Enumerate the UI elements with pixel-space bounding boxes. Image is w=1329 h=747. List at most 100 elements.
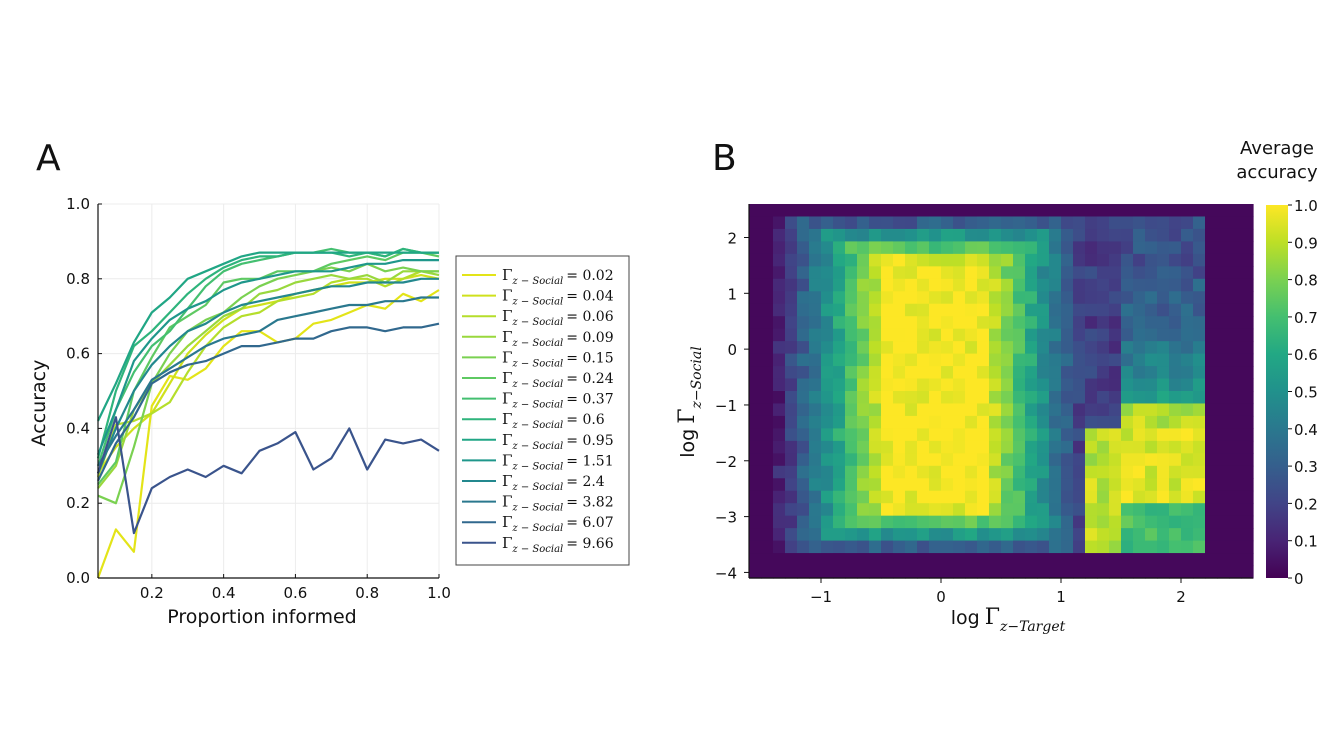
heatmap-cell xyxy=(905,465,918,479)
y-tick-label: 1.0 xyxy=(66,195,90,213)
heatmap-cell xyxy=(1193,403,1206,417)
heatmap-cell xyxy=(893,378,906,392)
heatmap-cell xyxy=(1073,216,1086,230)
heatmap-cell xyxy=(1001,540,1014,554)
heatmap-cell xyxy=(761,478,774,492)
heatmap-cell xyxy=(989,428,1002,442)
heatmap-cell xyxy=(977,303,990,317)
heatmap-cell xyxy=(1025,515,1038,529)
heatmap-cell xyxy=(869,391,882,405)
heatmap-cell xyxy=(929,253,942,267)
heatmap-cell xyxy=(1049,453,1062,467)
heatmap-cell xyxy=(893,515,906,529)
heatmap-cell xyxy=(1229,253,1242,267)
heatmap-cell xyxy=(965,241,978,255)
heatmap-cell xyxy=(749,565,762,579)
heatmap-cell xyxy=(917,366,930,380)
heatmap-cell xyxy=(1073,241,1086,255)
heatmap-y-tick-label: −3 xyxy=(715,509,737,527)
heatmap-cell xyxy=(929,553,942,567)
heatmap-cell xyxy=(989,415,1002,429)
y-tick-label: 0.0 xyxy=(66,569,90,587)
heatmap-cell xyxy=(953,415,966,429)
heatmap-cell xyxy=(1061,540,1074,554)
heatmap-cell xyxy=(1157,565,1170,579)
heatmap-cell xyxy=(845,216,858,230)
heatmap-cell xyxy=(797,328,810,342)
heatmap-cell xyxy=(785,353,798,367)
heatmap-cell xyxy=(977,328,990,342)
heatmap-cell xyxy=(1133,540,1146,554)
heatmap-cell xyxy=(1037,540,1050,554)
heatmap-cell xyxy=(773,291,786,305)
colorbar-tick-label: 0.7 xyxy=(1294,309,1318,327)
heatmap-cell xyxy=(1217,465,1230,479)
heatmap-cell xyxy=(953,241,966,255)
heatmap-cell xyxy=(1157,553,1170,567)
heatmap-cell xyxy=(1121,341,1134,355)
heatmap-cell xyxy=(953,428,966,442)
heatmap-cell xyxy=(761,316,774,330)
heatmap-cell xyxy=(773,540,786,554)
heatmap-cell xyxy=(833,353,846,367)
heatmap-cell xyxy=(845,391,858,405)
heatmap-cell xyxy=(881,241,894,255)
heatmap-cell xyxy=(1241,490,1254,504)
heatmap-cell xyxy=(1097,478,1110,492)
heatmap-cell xyxy=(1133,291,1146,305)
heatmap-cell xyxy=(773,253,786,267)
heatmap-cell xyxy=(1073,565,1086,579)
y-axis-subscript: z−Social xyxy=(689,346,705,409)
heatmap-cell xyxy=(1181,204,1194,218)
heatmap-cell xyxy=(1193,341,1206,355)
heatmap-cell xyxy=(797,303,810,317)
heatmap-cell xyxy=(881,291,894,305)
heatmap-cell xyxy=(929,228,942,242)
heatmap-cell xyxy=(773,490,786,504)
heatmap-cell xyxy=(1157,291,1170,305)
colorbar-gradient xyxy=(1266,205,1288,578)
heatmap-cell xyxy=(797,204,810,218)
heatmap-cell xyxy=(1181,316,1194,330)
heatmap-cell xyxy=(1241,565,1254,579)
heatmap-cell xyxy=(857,291,870,305)
heatmap-cell xyxy=(773,528,786,542)
heatmap-cell xyxy=(1133,353,1146,367)
heatmap-cell xyxy=(1073,303,1086,317)
heatmap-cell xyxy=(1193,415,1206,429)
heatmap-cell xyxy=(809,453,822,467)
heatmap-cell xyxy=(917,540,930,554)
heatmap-cell xyxy=(833,465,846,479)
heatmap-cell xyxy=(1217,216,1230,230)
heatmap-cell xyxy=(893,216,906,230)
heatmap-cell xyxy=(905,428,918,442)
heatmap-cell xyxy=(1001,440,1014,454)
heatmap-cell xyxy=(965,503,978,517)
heatmap-cell xyxy=(857,428,870,442)
heatmap-cell xyxy=(1049,403,1062,417)
heatmap-cell xyxy=(1169,453,1182,467)
heatmap-cell xyxy=(905,478,918,492)
heatmap-cell xyxy=(893,490,906,504)
heatmap-cell xyxy=(857,403,870,417)
heatmap-cell xyxy=(953,391,966,405)
heatmap-cell xyxy=(1169,503,1182,517)
heatmap-cell xyxy=(929,490,942,504)
heatmap-cell xyxy=(749,216,762,230)
heatmap-cell xyxy=(845,316,858,330)
heatmap-cell xyxy=(1181,490,1194,504)
heatmap-cell xyxy=(785,503,798,517)
heatmap-cell xyxy=(809,553,822,567)
heatmap-cell xyxy=(1049,253,1062,267)
heatmap-cell xyxy=(1193,391,1206,405)
heatmap-cell xyxy=(941,353,954,367)
heatmap-cell xyxy=(1097,328,1110,342)
heatmap-cell xyxy=(869,515,882,529)
heatmap-cell xyxy=(1217,553,1230,567)
heatmap-cell xyxy=(1133,415,1146,429)
heatmap-cell xyxy=(821,528,834,542)
heatmap-cell xyxy=(977,266,990,280)
heatmap-cell xyxy=(1157,328,1170,342)
heatmap-cell xyxy=(1181,565,1194,579)
heatmap-cell xyxy=(1205,328,1218,342)
